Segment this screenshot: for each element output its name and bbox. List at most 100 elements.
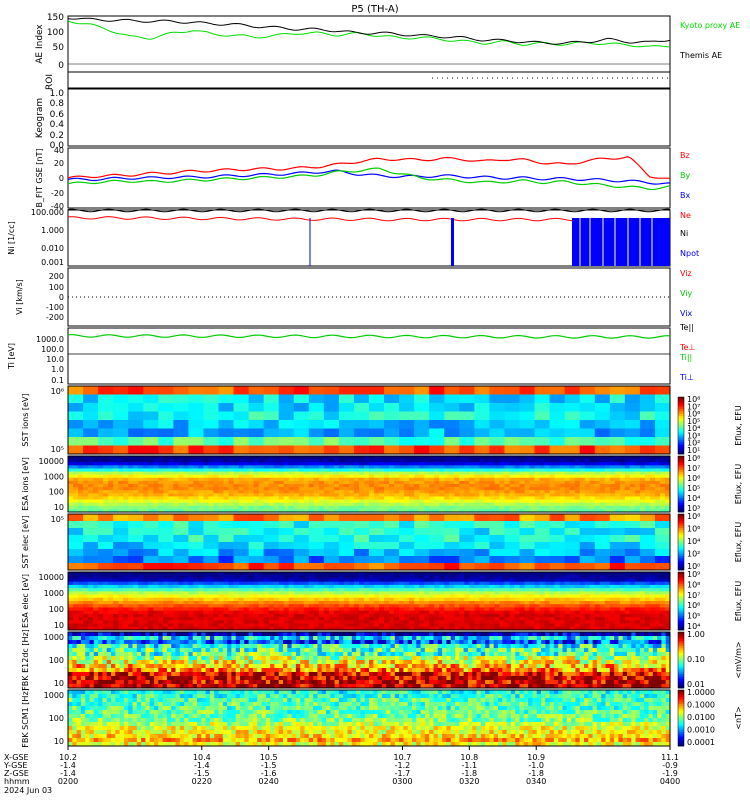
spectrogram-cell [484,581,490,586]
spectrogram-cell [549,581,556,586]
spectrogram-cell [434,477,440,482]
spectrogram-cell [429,607,435,612]
spectrogram-cell [649,505,656,510]
spectrogram-cell [479,480,485,485]
spectrogram-cell [173,514,189,522]
spectrogram-cell [394,456,400,460]
spectrogram-cell [519,597,525,602]
spectrogram-cell [308,471,315,476]
spectrogram-cell [68,578,74,583]
spectrogram-cell [559,617,566,621]
spectrogram-cell [424,456,430,460]
spectrogram-cell [634,613,641,618]
spectrogram-cell [389,591,395,595]
spectrogram-cell [399,502,405,507]
spectrogram-cell [173,493,179,497]
spectrogram-cell [223,471,229,476]
spectrogram-cell [379,588,385,592]
spectrogram-cell [223,584,229,589]
spectrogram-cell [248,490,255,494]
spectrogram-cell [609,480,616,485]
spectrogram-cell [98,445,114,455]
spectrogram-cell [499,508,505,513]
spectrogram-cell [589,502,596,507]
spectrogram-cell [158,601,164,605]
spectrogram-cell [148,626,154,631]
spectrogram-cell [208,594,214,599]
spectrogram-cell [609,623,616,628]
spectrogram-cell [424,617,430,621]
spectrogram-cell [303,493,310,497]
spectrogram-cell [108,480,114,485]
spectrogram-cell [519,484,525,488]
spectrogram-cell [278,617,285,621]
spectrogram-cell [549,572,556,576]
spectrogram-cell [213,578,219,583]
spectrogram-cell [203,496,209,500]
spectrogram-cell [323,597,330,602]
spectrogram-cell [544,499,550,504]
spectrogram-cell [318,610,325,615]
spectrogram-cell [258,610,265,615]
spectrogram-cell [258,588,265,592]
spectrogram-cell [238,490,244,494]
spectrogram-cell [644,462,651,466]
spectrogram-cell [629,572,636,576]
spectrogram-cell [439,581,445,586]
spectrogram-cell [419,617,425,621]
spectrogram-cell [158,403,174,412]
spectrogram-cell [639,403,656,412]
spectrogram-cell [609,386,626,395]
ti-ytick: 100.0 [41,345,64,354]
spectrogram-cell [389,456,395,460]
spectrogram-cell [449,465,455,469]
spectrogram-cell [459,420,475,429]
spectrogram-cell [128,597,134,602]
spectrogram-cell [138,462,144,466]
spectrogram-cell [78,584,84,589]
spectrogram-cell [68,487,74,491]
spectrogram-cell [123,490,129,494]
spectrogram-cell [68,496,74,500]
spectrogram-cell [419,591,425,595]
spectrogram-cell [118,462,124,466]
spectrogram-cell [524,502,530,507]
spectrogram-cell [173,613,179,618]
spectrogram-cell [379,490,385,494]
spectrogram-cell [514,465,520,469]
spectrogram-cell [133,496,139,500]
spectrogram-cell [208,607,214,612]
spectrogram-cell [243,623,249,628]
ae-frame [67,15,671,73]
spectrogram-cell [399,610,405,615]
spectrogram-cell [128,493,134,497]
spectrogram-cell [288,604,295,608]
spectrogram-cell [399,474,405,479]
spectrogram-cell [128,471,134,476]
spectrogram-cell [619,474,626,479]
spectrogram-cell [394,480,400,485]
spectrogram-cell [323,613,330,618]
spectrogram-cell [143,535,159,543]
spectrogram-cell [584,623,591,628]
spectrogram-cell [168,474,174,479]
spectrogram-cell [278,535,295,543]
spectrogram-cell [504,578,510,583]
spectrogram-cell [338,607,345,612]
spectrogram-cell [108,597,114,602]
spectrogram-cell [338,604,345,608]
spectrogram-cell [494,604,500,608]
spectrogram-cell [604,597,611,602]
spectrogram-cell [138,572,144,576]
spectrogram-cell [233,403,249,412]
ti-ytick: 1.0 [51,365,64,374]
spectrogram-cell [384,394,400,404]
spectrogram-cell [409,623,415,628]
spectrogram-cell [88,502,94,507]
spectrogram-cell [288,594,295,599]
ae-ytick: 100 [47,28,64,38]
spectrogram-cell [544,496,550,500]
panel-vi: Vi [km/s] 200 100 0 -100 -200 Viz Viy Vi… [15,267,693,327]
spectrogram-cell [489,420,505,429]
spectrogram-cell [88,496,94,500]
